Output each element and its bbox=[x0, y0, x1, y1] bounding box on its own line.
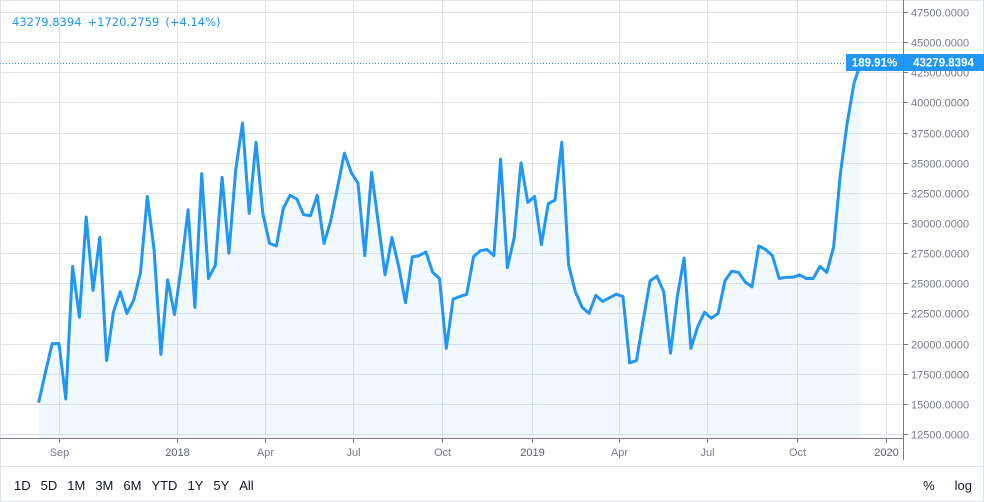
x-tick-label: 2018 bbox=[165, 447, 189, 459]
range-1y-button[interactable]: 1Y bbox=[187, 478, 204, 493]
price-label-bg bbox=[903, 54, 984, 71]
y-tick-label: 45000.0000 bbox=[911, 38, 969, 50]
percent-label-bg bbox=[846, 54, 903, 71]
y-tick-label: 15000.0000 bbox=[911, 400, 969, 412]
y-tick-label: 40000.0000 bbox=[911, 98, 969, 110]
range-5d-button[interactable]: 5D bbox=[40, 478, 58, 493]
legend-change-percent: (+4.14%) bbox=[165, 15, 221, 29]
x-tick-label: 2020 bbox=[874, 447, 898, 459]
x-axis[interactable]: Sep 2018 Apr Jul Oct 2019 Apr Jul Oct 2020 bbox=[50, 438, 899, 459]
percent-scale-toggle[interactable]: % bbox=[923, 478, 935, 493]
y-tick-label: 47500.0000 bbox=[911, 8, 969, 20]
x-tick-label: Jul bbox=[700, 447, 714, 459]
y-axis[interactable]: 12500.0000 15000.0000 17500.0000 20000.0000… bbox=[903, 8, 969, 442]
x-tick-label: Jul bbox=[346, 447, 360, 459]
x-tick-label: 2019 bbox=[520, 447, 544, 459]
y-tick-label: 32500.0000 bbox=[911, 189, 969, 201]
y-tick-label: 25000.0000 bbox=[911, 279, 969, 291]
y-tick-label: 37500.0000 bbox=[911, 129, 969, 141]
x-tick-label: Oct bbox=[434, 447, 451, 459]
x-tick-label: Apr bbox=[611, 447, 628, 459]
x-tick-label: Oct bbox=[789, 447, 806, 459]
series-line bbox=[37, 62, 863, 404]
range-5y-button[interactable]: 5Y bbox=[213, 478, 230, 493]
y-tick-label: 17500.0000 bbox=[911, 370, 969, 382]
x-tick-label: Apr bbox=[257, 447, 274, 459]
log-scale-toggle[interactable]: log bbox=[954, 478, 972, 493]
y-tick-label: 27500.0000 bbox=[911, 249, 969, 261]
legend-change: +1720.2759 bbox=[87, 15, 160, 29]
range-all-button[interactable]: All bbox=[239, 478, 254, 493]
x-tick-label: Sep bbox=[50, 447, 70, 459]
range-1m-button[interactable]: 1M bbox=[67, 478, 86, 493]
y-tick-label: 35000.0000 bbox=[911, 159, 969, 171]
legend: 43279.8394 +1720.2759 (+4.14%) bbox=[12, 15, 227, 29]
range-1d-button[interactable]: 1D bbox=[14, 478, 31, 493]
y-tick-label: 12500.0000 bbox=[911, 430, 969, 442]
scale-options: % log bbox=[923, 478, 972, 493]
last-price-label: 189.91% 43279.8394 bbox=[846, 54, 984, 71]
y-tick-label: 20000.0000 bbox=[911, 340, 969, 352]
range-3m-button[interactable]: 3M bbox=[95, 478, 114, 493]
legend-last-value: 43279.8394 bbox=[12, 15, 82, 29]
y-tick-label: 30000.0000 bbox=[911, 219, 969, 231]
price-label: 43279.8394 bbox=[913, 58, 974, 70]
range-ytd-button[interactable]: YTD bbox=[151, 478, 178, 493]
range-selector: 1D 5D 1M 3M 6M YTD 1Y 5Y All bbox=[9, 478, 259, 493]
range-6m-button[interactable]: 6M bbox=[123, 478, 142, 493]
percent-label: 189.91% bbox=[852, 58, 897, 70]
y-tick-label: 22500.0000 bbox=[911, 309, 969, 321]
